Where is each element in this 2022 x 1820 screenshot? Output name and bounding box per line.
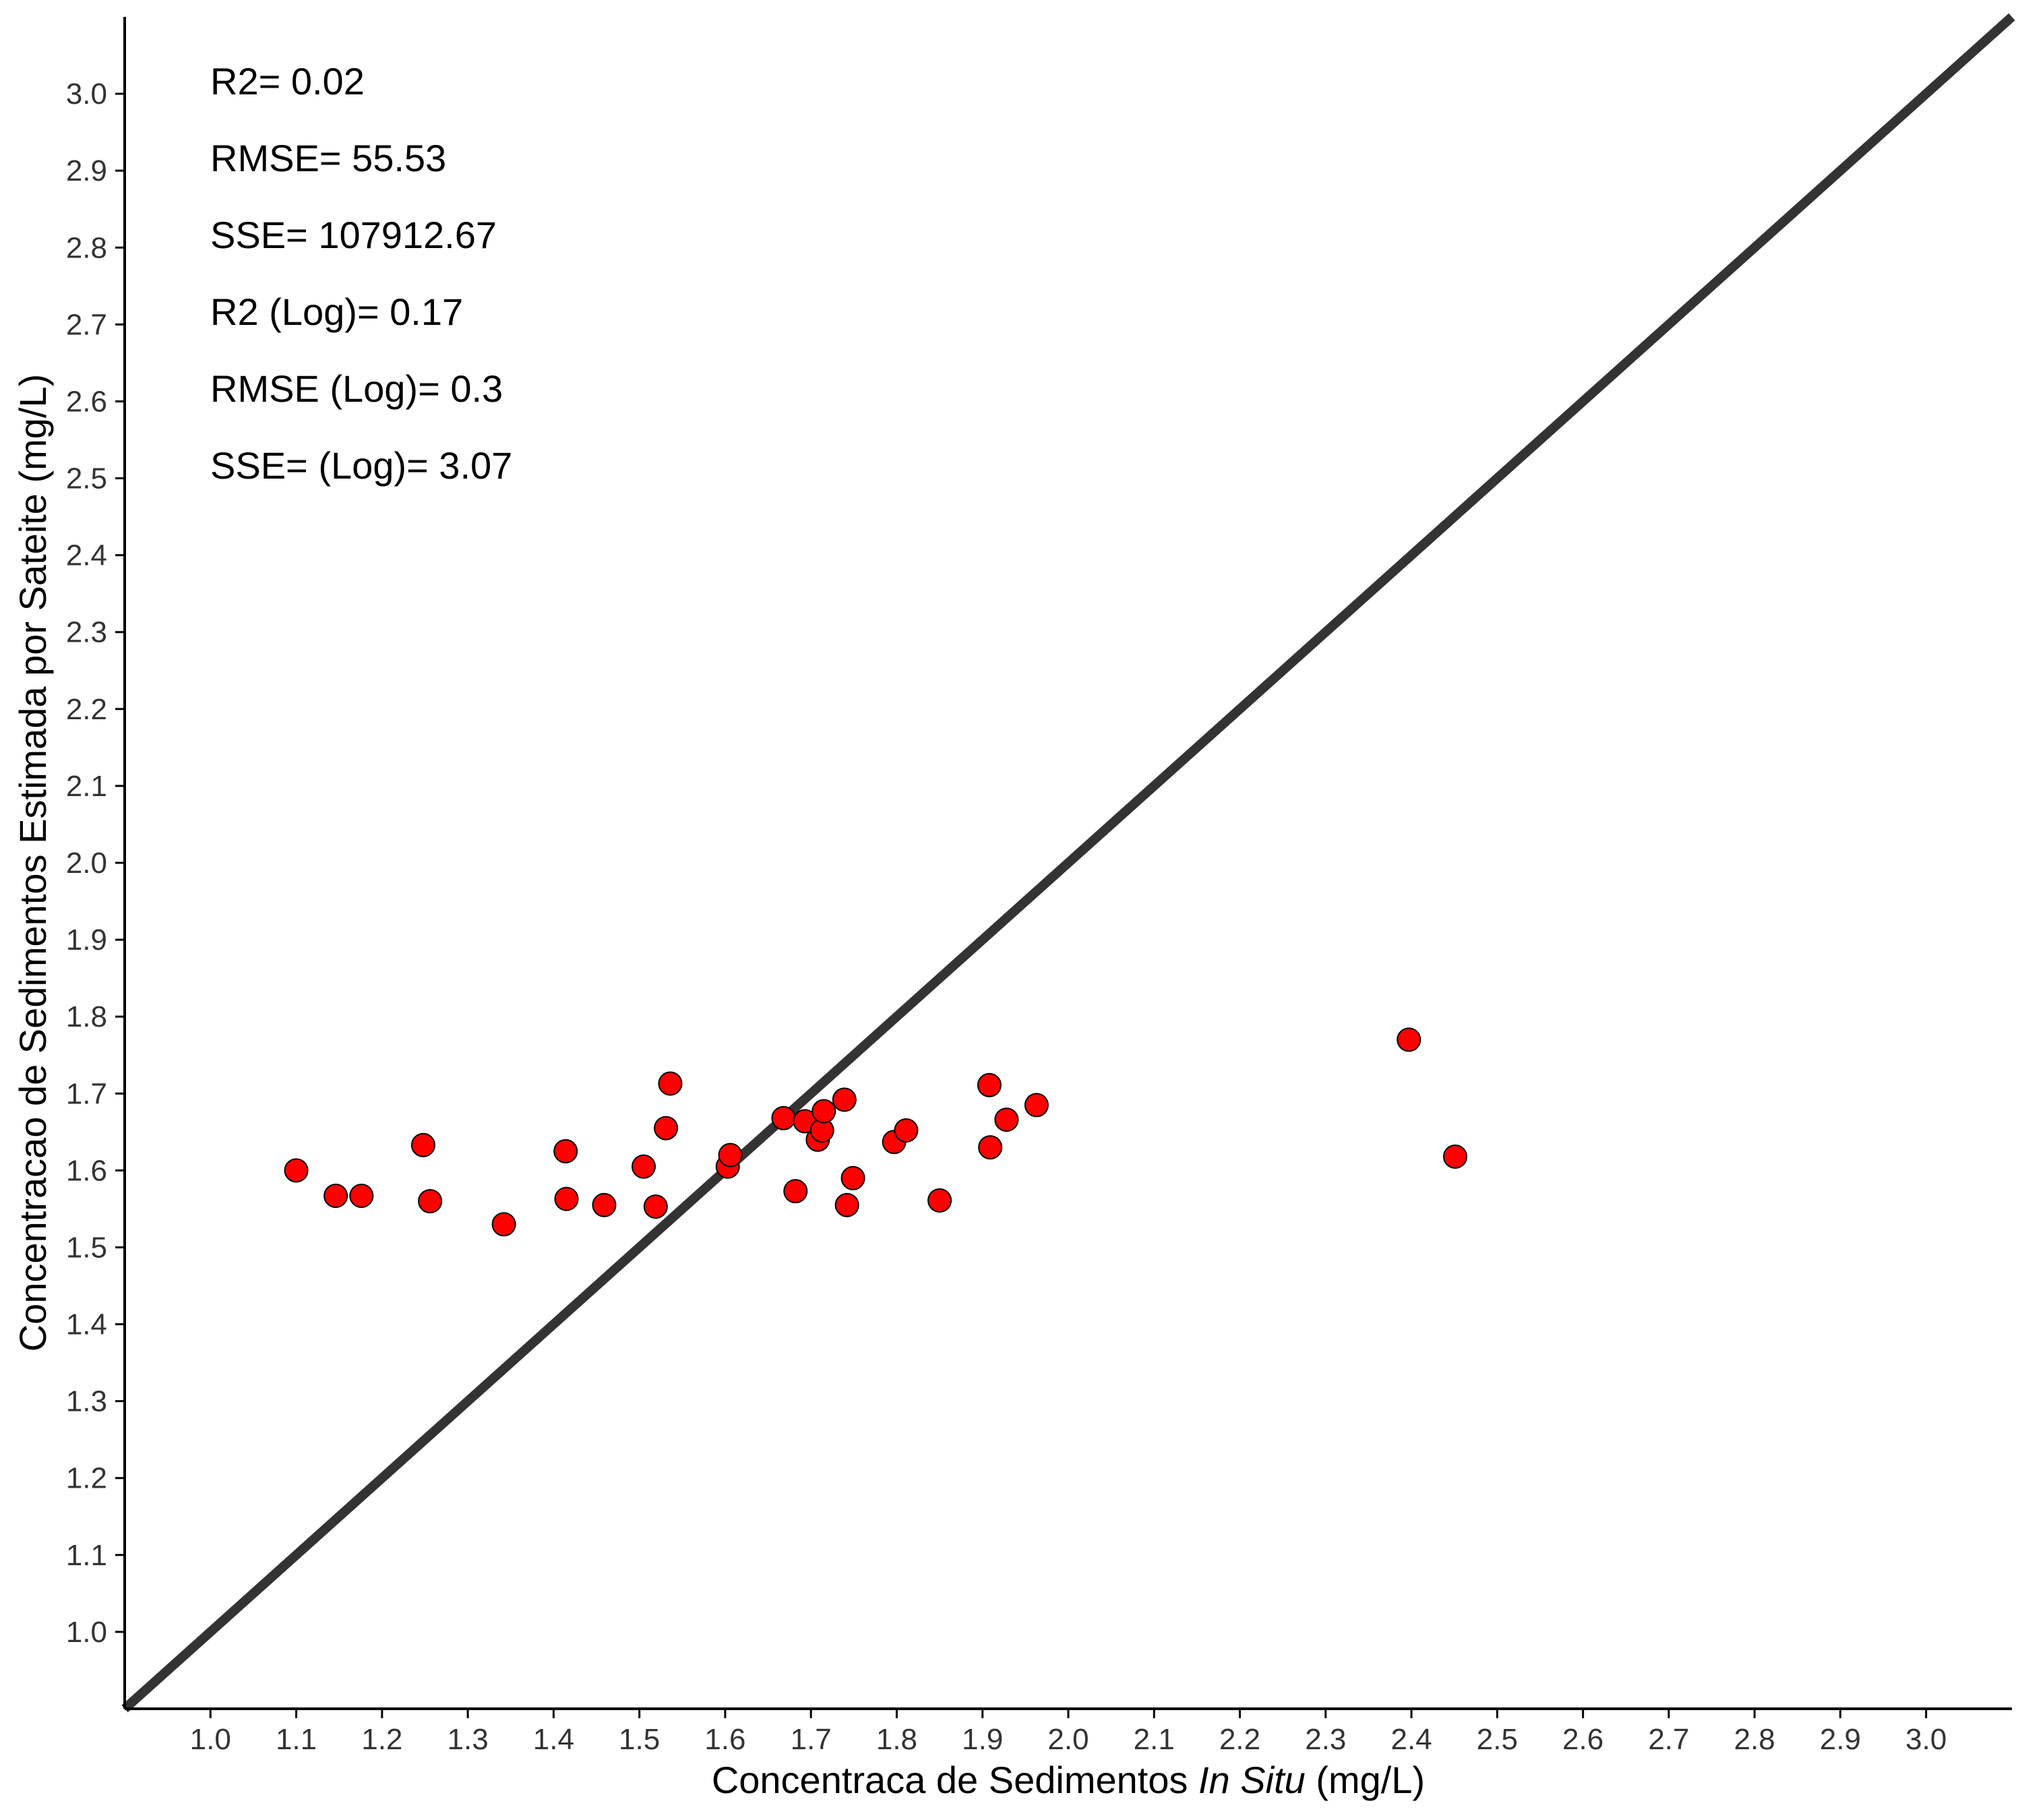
x-tick-label: 1.0 <box>190 1723 231 1756</box>
x-tick-label: 1.2 <box>361 1723 402 1756</box>
y-tick-label: 2.1 <box>66 770 107 803</box>
data-point <box>654 1116 679 1141</box>
x-axis-title-part: Concentraca de Sedimentos <box>712 1759 1198 1801</box>
y-tick-label: 2.9 <box>66 154 107 187</box>
data-point <box>418 1189 443 1213</box>
data-point <box>834 1192 859 1217</box>
x-tick-label: 2.9 <box>1820 1723 1861 1756</box>
y-tick-label: 1.4 <box>66 1308 107 1341</box>
data-point <box>1024 1093 1049 1118</box>
data-point <box>1397 1027 1421 1052</box>
stat-annotation: RMSE (Log)= 0.3 <box>210 367 503 410</box>
annotations-layer: R2= 0.02 RMSE= 55.53 SSE= 107912.67 R2 (Log… <box>210 60 512 487</box>
data-point <box>977 1072 1002 1097</box>
data-point <box>783 1179 808 1204</box>
data-point <box>771 1105 796 1130</box>
x-tick-label: 2.1 <box>1134 1723 1175 1756</box>
x-tick-label: 2.0 <box>1047 1723 1089 1756</box>
x-tick-label: 3.0 <box>1905 1723 1947 1756</box>
x-axis-title: Concentraca de Sedimentos In Situ (mg/L) <box>712 1759 1425 1801</box>
data-point <box>592 1192 617 1217</box>
data-point <box>349 1184 374 1209</box>
data-point <box>553 1139 578 1163</box>
data-point <box>554 1186 579 1211</box>
x-tick-label: 1.7 <box>791 1723 832 1756</box>
y-axis-title: Concentracao de Sedimentos Estimada por … <box>11 374 54 1352</box>
y-tick-label: 1.2 <box>66 1462 107 1495</box>
x-tick-label: 1.1 <box>276 1723 317 1756</box>
stat-annotation: R2 (Log)= 0.17 <box>210 291 463 333</box>
y-tick-label: 1.5 <box>66 1231 107 1264</box>
x-tick-label: 2.5 <box>1477 1723 1518 1756</box>
x-tick-label: 2.4 <box>1391 1723 1432 1756</box>
data-point <box>840 1165 865 1190</box>
x-tick-label: 1.8 <box>876 1723 917 1756</box>
x-tick-label: 1.5 <box>619 1723 660 1756</box>
y-tick-label: 2.6 <box>66 385 107 418</box>
stat-annotation: SSE= (Log)= 3.07 <box>210 444 512 487</box>
data-point <box>491 1212 516 1237</box>
x-axis-title-part: (mg/L) <box>1306 1759 1425 1801</box>
y-tick-label: 2.3 <box>66 616 107 649</box>
x-tick-label: 1.6 <box>704 1723 745 1756</box>
x-tick-label: 2.7 <box>1648 1723 1689 1756</box>
x-tick-label: 2.2 <box>1219 1723 1260 1756</box>
x-tick-label: 1.3 <box>448 1723 489 1756</box>
data-point <box>927 1188 952 1213</box>
data-point <box>978 1135 1003 1160</box>
data-point <box>410 1132 435 1157</box>
x-tick-label: 1.9 <box>962 1723 1003 1756</box>
y-tick-label: 1.1 <box>66 1539 107 1572</box>
stat-annotation: RMSE= 55.53 <box>210 137 446 179</box>
points-layer <box>284 1027 1467 1237</box>
one-to-one-line <box>121 13 2015 1713</box>
y-tick-label: 2.0 <box>66 847 107 880</box>
data-point <box>658 1071 683 1096</box>
data-point <box>324 1184 348 1209</box>
data-point <box>718 1143 743 1167</box>
y-tick-label: 2.5 <box>66 462 107 495</box>
data-point <box>994 1108 1019 1132</box>
data-point <box>811 1099 836 1124</box>
axes-layer: 1.0 1.1 1.2 1.3 1.4 1.5 1.6 1.7 1.8 1.9 2.0 2.1 2.2 2… <box>11 17 2012 1801</box>
data-point <box>632 1154 656 1179</box>
stat-annotation: R2= 0.02 <box>210 60 365 102</box>
y-tick-label: 2.2 <box>66 693 107 726</box>
y-tick-label: 1.3 <box>66 1385 107 1418</box>
data-point <box>832 1087 857 1112</box>
y-tick-label: 1.0 <box>66 1616 107 1649</box>
x-tick-label: 2.3 <box>1305 1723 1346 1756</box>
y-tick-label: 2.8 <box>66 231 107 264</box>
data-point <box>1443 1144 1467 1169</box>
y-tick-label: 3.0 <box>66 78 107 111</box>
stat-annotation: SSE= 107912.67 <box>210 214 497 256</box>
data-point <box>894 1118 919 1143</box>
y-tick-label: 2.4 <box>66 539 107 572</box>
x-tick-label: 1.4 <box>533 1723 574 1756</box>
data-point <box>284 1158 309 1183</box>
y-tick-label: 1.8 <box>66 1000 107 1033</box>
y-tick-label: 1.6 <box>66 1154 107 1187</box>
reference-line-layer <box>121 13 2015 1713</box>
x-tick-label: 2.6 <box>1562 1723 1603 1756</box>
x-axis-title-part: In Situ <box>1198 1759 1306 1801</box>
data-point <box>643 1194 668 1219</box>
y-tick-label: 1.9 <box>66 923 107 957</box>
y-tick-label: 1.7 <box>66 1077 107 1110</box>
y-tick-label: 2.7 <box>66 308 107 341</box>
x-tick-label: 2.8 <box>1734 1723 1775 1756</box>
